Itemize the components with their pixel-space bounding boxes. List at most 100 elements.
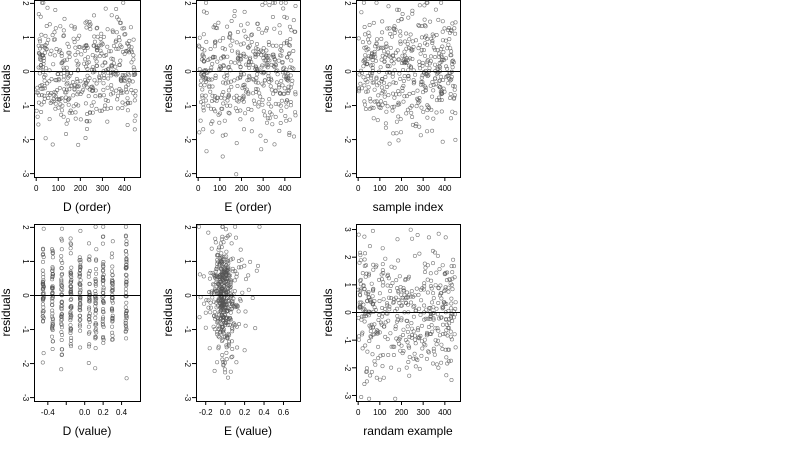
data-point <box>100 241 105 246</box>
data-point <box>123 249 128 254</box>
data-point <box>443 38 448 43</box>
data-point <box>87 305 92 310</box>
data-point <box>103 60 108 65</box>
data-point <box>244 62 249 67</box>
data-point <box>375 118 380 123</box>
data-point <box>105 119 110 124</box>
data-point <box>404 111 409 116</box>
data-point <box>431 34 436 39</box>
data-point <box>216 247 221 252</box>
data-point <box>415 96 420 101</box>
data-point <box>69 23 74 28</box>
data-point <box>416 46 421 51</box>
data-point <box>232 14 237 19</box>
y-tick-label: -3 <box>21 170 30 178</box>
data-point <box>228 68 233 73</box>
data-point <box>367 323 372 328</box>
data-point <box>59 283 64 288</box>
data-point <box>113 64 118 69</box>
data-point <box>383 320 388 325</box>
data-point <box>261 83 266 88</box>
data-point <box>227 64 232 69</box>
data-point <box>437 333 442 338</box>
data-point <box>201 105 206 110</box>
data-point <box>371 301 376 306</box>
data-point <box>396 288 401 293</box>
data-point <box>432 47 437 52</box>
data-point <box>50 323 55 328</box>
data-point <box>249 129 254 134</box>
data-point <box>260 2 265 7</box>
data-point <box>225 54 230 59</box>
data-point <box>449 74 454 79</box>
data-point <box>397 274 402 279</box>
data-point <box>450 287 455 292</box>
data-point <box>385 283 390 288</box>
data-point <box>394 278 399 283</box>
data-point <box>84 64 89 69</box>
data-point <box>395 7 400 12</box>
data-point <box>235 29 240 34</box>
data-point <box>101 307 106 312</box>
data-point <box>425 74 430 79</box>
data-point <box>256 26 261 31</box>
data-point <box>272 65 277 70</box>
data-point <box>245 78 250 83</box>
data-point <box>58 102 63 107</box>
data-point <box>68 342 73 347</box>
data-point <box>241 93 246 98</box>
data-point <box>48 101 53 106</box>
data-point <box>50 33 55 38</box>
data-point <box>242 82 247 87</box>
y-tick-label: 0 <box>21 293 30 298</box>
data-point <box>269 87 274 92</box>
data-point <box>430 329 435 334</box>
data-point <box>210 84 215 89</box>
data-point <box>68 83 73 88</box>
data-point <box>389 34 394 39</box>
data-point <box>103 103 108 108</box>
data-point <box>234 274 239 279</box>
data-point <box>72 40 77 45</box>
data-point <box>403 337 408 342</box>
data-point <box>221 272 226 277</box>
data-point <box>397 367 402 372</box>
data-point <box>68 236 73 241</box>
data-point <box>59 53 64 58</box>
data-point <box>94 48 99 53</box>
data-point <box>428 284 433 289</box>
data-point <box>223 308 228 313</box>
data-point <box>382 94 387 99</box>
data-point <box>95 47 100 52</box>
data-point <box>64 121 69 126</box>
data-point <box>444 74 449 79</box>
data-point <box>75 79 80 84</box>
data-point <box>451 264 456 269</box>
data-point <box>100 278 105 283</box>
data-point <box>68 310 73 315</box>
data-point <box>256 104 261 109</box>
data-point <box>361 59 366 64</box>
data-point <box>412 293 417 298</box>
data-point <box>42 93 47 98</box>
data-point <box>371 105 376 110</box>
data-point <box>200 87 205 92</box>
data-point <box>268 84 273 89</box>
data-point <box>420 346 425 351</box>
data-point <box>236 265 241 270</box>
data-point <box>110 300 115 305</box>
data-point <box>425 115 430 120</box>
data-point <box>417 251 422 256</box>
data-point <box>266 40 271 45</box>
data-point <box>288 100 293 105</box>
data-point <box>282 86 287 91</box>
data-point <box>401 79 406 84</box>
data-point <box>401 286 406 291</box>
data-point <box>401 327 406 332</box>
data-point <box>93 335 98 340</box>
data-point <box>61 28 66 33</box>
data-point <box>68 246 73 251</box>
data-point <box>361 64 366 69</box>
data-point <box>394 306 399 311</box>
data-point <box>221 301 226 306</box>
